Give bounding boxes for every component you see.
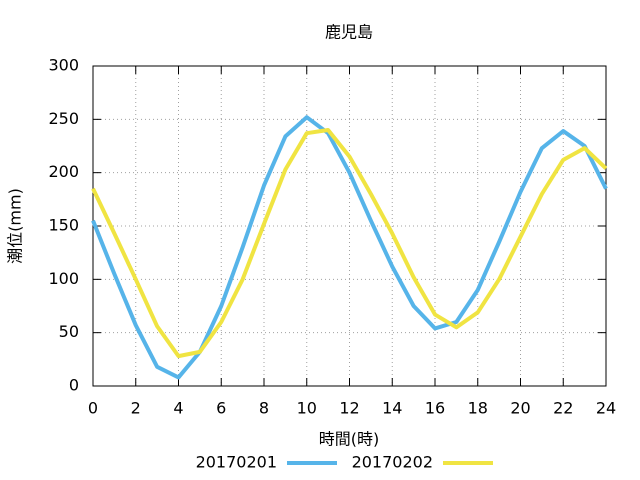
- x-axis-label: 時間(時): [319, 430, 380, 449]
- x-tick-label: 22: [553, 399, 573, 418]
- x-tick-label: 2: [131, 399, 141, 418]
- chart-title: 鹿児島: [325, 23, 373, 42]
- series-line: [91, 128, 608, 359]
- y-tick-label: 200: [48, 162, 79, 181]
- x-tick-label: 6: [216, 399, 226, 418]
- x-tick-label: 16: [425, 399, 445, 418]
- x-tick-label: 4: [173, 399, 183, 418]
- y-tick-label: 300: [48, 56, 79, 75]
- y-tick-label: 150: [48, 216, 79, 235]
- x-tick-label: 20: [510, 399, 530, 418]
- x-tick-label: 8: [259, 399, 269, 418]
- x-tick-label: 24: [596, 399, 616, 418]
- y-tick-label: 100: [48, 269, 79, 288]
- legend-label: 20170202: [352, 453, 433, 472]
- x-tick-label: 14: [382, 399, 402, 418]
- x-tick-label: 12: [339, 399, 359, 418]
- y-tick-label: 50: [59, 322, 79, 341]
- y-tick-label: 0: [69, 376, 79, 395]
- x-tick-label: 18: [468, 399, 488, 418]
- series-line: [91, 115, 608, 380]
- x-tick-label: 10: [297, 399, 317, 418]
- legend-label: 20170201: [196, 453, 277, 472]
- y-axis-label: 潮位(mm): [6, 188, 25, 264]
- y-tick-label: 250: [48, 109, 79, 128]
- x-tick-label: 0: [88, 399, 98, 418]
